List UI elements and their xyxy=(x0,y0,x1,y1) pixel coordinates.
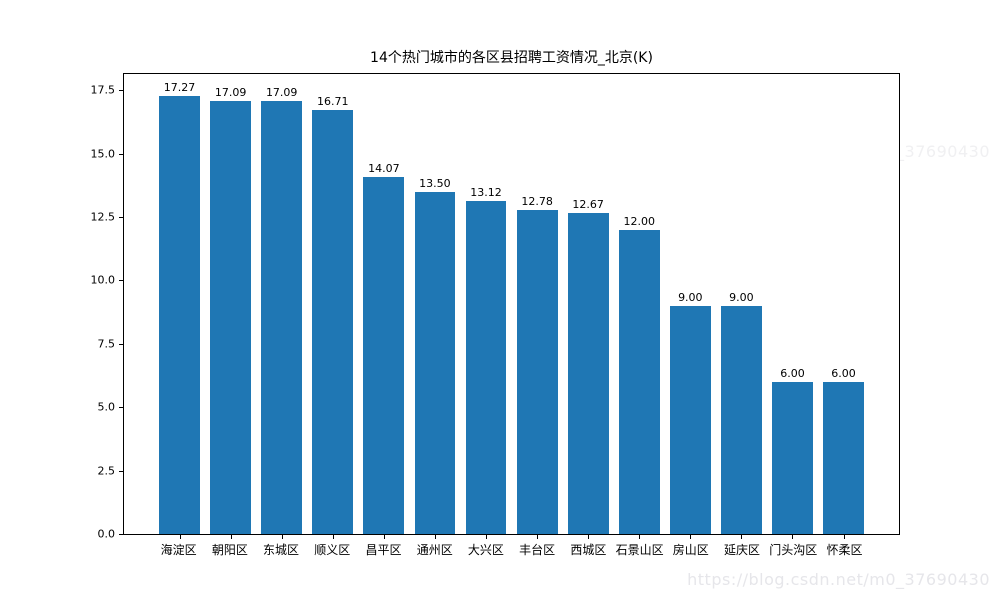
x-tick-label: 西城区 xyxy=(570,543,607,557)
y-tick-label: 5.0 xyxy=(97,400,116,414)
bar: 6.00 xyxy=(772,367,813,534)
y-tick-label: 7.5 xyxy=(97,337,116,351)
bar-value-label: 17.09 xyxy=(265,85,298,99)
bar: 12.67 xyxy=(567,198,609,534)
bar-slot: 14.07 xyxy=(358,74,409,539)
bar-value-label: 17.27 xyxy=(163,81,196,95)
bar: 17.27 xyxy=(159,81,200,534)
bar-slot: 12.00 xyxy=(614,74,665,539)
bar-slot: 17.09 xyxy=(205,74,256,539)
x-tick-label: 通州区 xyxy=(416,543,453,557)
bar: 17.09 xyxy=(261,86,303,534)
x-tick-mark xyxy=(281,535,283,539)
bar-value-label: 14.07 xyxy=(368,162,400,176)
bar: 14.07 xyxy=(363,162,405,534)
bar-value-label: 16.71 xyxy=(317,95,349,109)
x-tick-label: 大兴区 xyxy=(467,543,504,557)
x-tick-mark xyxy=(383,535,385,539)
plot-area: 0.0 2.5 5.0 7.5 10.0 12.5 15.0 17.5 17.27 17.09 1… xyxy=(91,73,900,541)
x-tick-label: 昌平区 xyxy=(365,543,402,557)
x-axis-labels: 海淀区 朝阳区 东城区 顺义区 昌平区 通州区 大兴区 丰台区 西城区 石景山区 房山区 延庆区 门头沟… xyxy=(123,541,900,558)
x-tick-label: 顺义区 xyxy=(314,543,351,557)
y-tick-label: 15.0 xyxy=(90,147,116,161)
x-tick-label: 朝阳区 xyxy=(211,543,248,557)
bar-slot: 9.00 xyxy=(716,74,767,539)
x-tick-mark xyxy=(230,535,232,539)
y-tick-label: 17.5 xyxy=(90,83,116,97)
bar-value-label: 9.00 xyxy=(678,290,703,304)
bar-value-label: 12.78 xyxy=(521,194,553,208)
x-tick-mark xyxy=(332,535,334,539)
x-tick-mark xyxy=(179,535,181,539)
y-tick-mark xyxy=(119,470,123,472)
chart-title: 14个热门城市的各区县招聘工资情况_北京(K) xyxy=(370,50,653,66)
x-tick-mark xyxy=(537,535,539,539)
bar-slot: 13.50 xyxy=(409,74,460,539)
x-tick-label: 房山区 xyxy=(672,543,709,557)
y-tick-mark xyxy=(119,217,123,219)
bar-value-label: 6.00 xyxy=(831,366,856,380)
bar-series: 17.27 17.09 17.09 16.71 14.07 13.50 13.12 12.78… xyxy=(124,74,899,539)
x-tick-label: 东城区 xyxy=(263,543,300,557)
x-tick-mark xyxy=(486,535,487,539)
bar: 12.78 xyxy=(516,195,558,534)
bar-slot: 9.00 xyxy=(665,74,716,539)
x-tick-label: 门头沟区 xyxy=(769,543,818,557)
bar-value-label: 13.12 xyxy=(470,186,502,200)
x-tick-mark xyxy=(843,535,845,539)
bar-value-label: 9.00 xyxy=(729,290,754,304)
y-tick-label: 12.5 xyxy=(90,210,116,224)
bar: 17.09 xyxy=(210,86,252,534)
x-tick-mark xyxy=(434,535,436,539)
y-tick-label: 2.5 xyxy=(97,464,116,478)
y-tick-mark xyxy=(119,90,123,92)
x-tick-mark xyxy=(792,535,794,539)
x-tick-label: 海淀区 xyxy=(160,543,197,557)
bar-slot: 12.78 xyxy=(512,74,563,539)
y-tick-label: 0.0 xyxy=(97,527,116,541)
x-tick-label: 丰台区 xyxy=(519,543,556,557)
y-tick-mark xyxy=(119,407,123,409)
x-tick-label: 怀柔区 xyxy=(826,543,863,557)
x-tick-mark xyxy=(588,535,590,539)
bar-slot: 16.71 xyxy=(307,74,358,539)
x-tick-mark xyxy=(690,535,692,539)
x-tick-mark xyxy=(639,535,641,539)
x-tick-mark xyxy=(741,535,743,539)
y-tick-mark xyxy=(119,153,123,155)
bar-slot: 6.00 xyxy=(818,74,869,539)
bar: 13.50 xyxy=(414,177,456,534)
bar-value-label: 12.67 xyxy=(572,197,604,211)
bar: 6.00 xyxy=(823,367,864,534)
bar-slot: 12.67 xyxy=(563,74,614,539)
bar: 9.00 xyxy=(720,291,762,534)
x-tick-label: 石景山区 xyxy=(615,543,664,557)
bar-value-label: 6.00 xyxy=(780,366,805,380)
watermark-text-bottom: https://blog.csdn.net/m0_37690430 xyxy=(687,570,990,589)
bar: 13.12 xyxy=(465,186,507,534)
bar-slot: 17.09 xyxy=(256,74,307,539)
y-tick-label: 10.0 xyxy=(90,273,116,287)
bar-value-label: 17.09 xyxy=(214,85,247,99)
bar-slot: 13.12 xyxy=(460,74,511,539)
bar: 16.71 xyxy=(312,95,354,534)
bar: 12.00 xyxy=(618,215,660,534)
y-tick-mark xyxy=(119,534,123,535)
x-tick-label: 延庆区 xyxy=(724,543,761,557)
bar: 9.00 xyxy=(669,291,711,534)
bar-slot: 6.00 xyxy=(767,74,818,539)
y-tick-mark xyxy=(119,280,123,282)
y-tick-mark xyxy=(119,343,123,345)
bar-slot: 17.27 xyxy=(154,74,205,539)
bar-value-label: 13.50 xyxy=(419,176,451,190)
bar-value-label: 12.00 xyxy=(623,214,655,228)
